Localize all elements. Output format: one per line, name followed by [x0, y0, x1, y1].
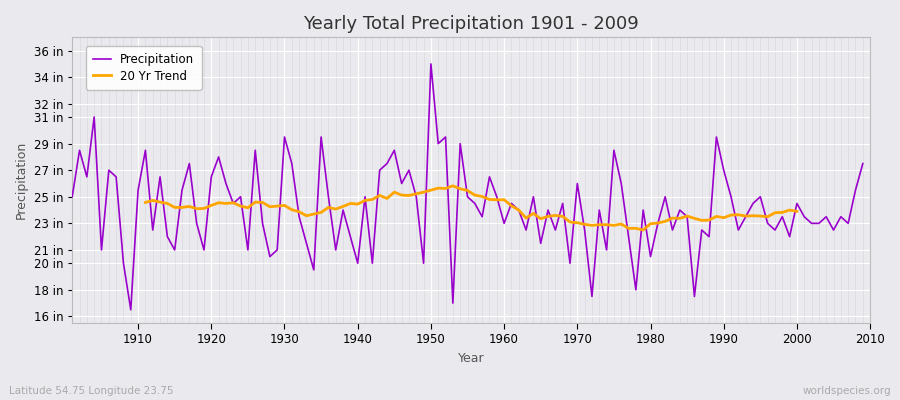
- Precipitation: [426, 62, 436, 66]
- Precipitation: [506, 201, 517, 206]
- X-axis label: Year: Year: [458, 352, 484, 365]
- Legend: Precipitation, 20 Yr Trend: Precipitation, 20 Yr Trend: [86, 46, 202, 90]
- Precipitation: [132, 188, 143, 192]
- Precipitation: [858, 161, 868, 166]
- 20 Yr Trend: [491, 197, 502, 202]
- Precipitation: [513, 208, 524, 212]
- 20 Yr Trend: [587, 223, 598, 228]
- Line: Precipitation: Precipitation: [72, 64, 863, 310]
- 20 Yr Trend: [286, 207, 297, 212]
- Text: Latitude 54.75 Longitude 23.75: Latitude 54.75 Longitude 23.75: [9, 386, 174, 396]
- Title: Yearly Total Precipitation 1901 - 2009: Yearly Total Precipitation 1901 - 2009: [303, 15, 639, 33]
- Y-axis label: Precipitation: Precipitation: [15, 141, 28, 219]
- Precipitation: [601, 248, 612, 252]
- 20 Yr Trend: [499, 197, 509, 202]
- Precipitation: [338, 208, 348, 212]
- Precipitation: [293, 214, 304, 219]
- Precipitation: [67, 194, 77, 199]
- Text: worldspecies.org: worldspecies.org: [803, 386, 891, 396]
- Precipitation: [125, 307, 136, 312]
- 20 Yr Trend: [330, 207, 341, 212]
- Line: 20 Yr Trend: 20 Yr Trend: [146, 186, 796, 230]
